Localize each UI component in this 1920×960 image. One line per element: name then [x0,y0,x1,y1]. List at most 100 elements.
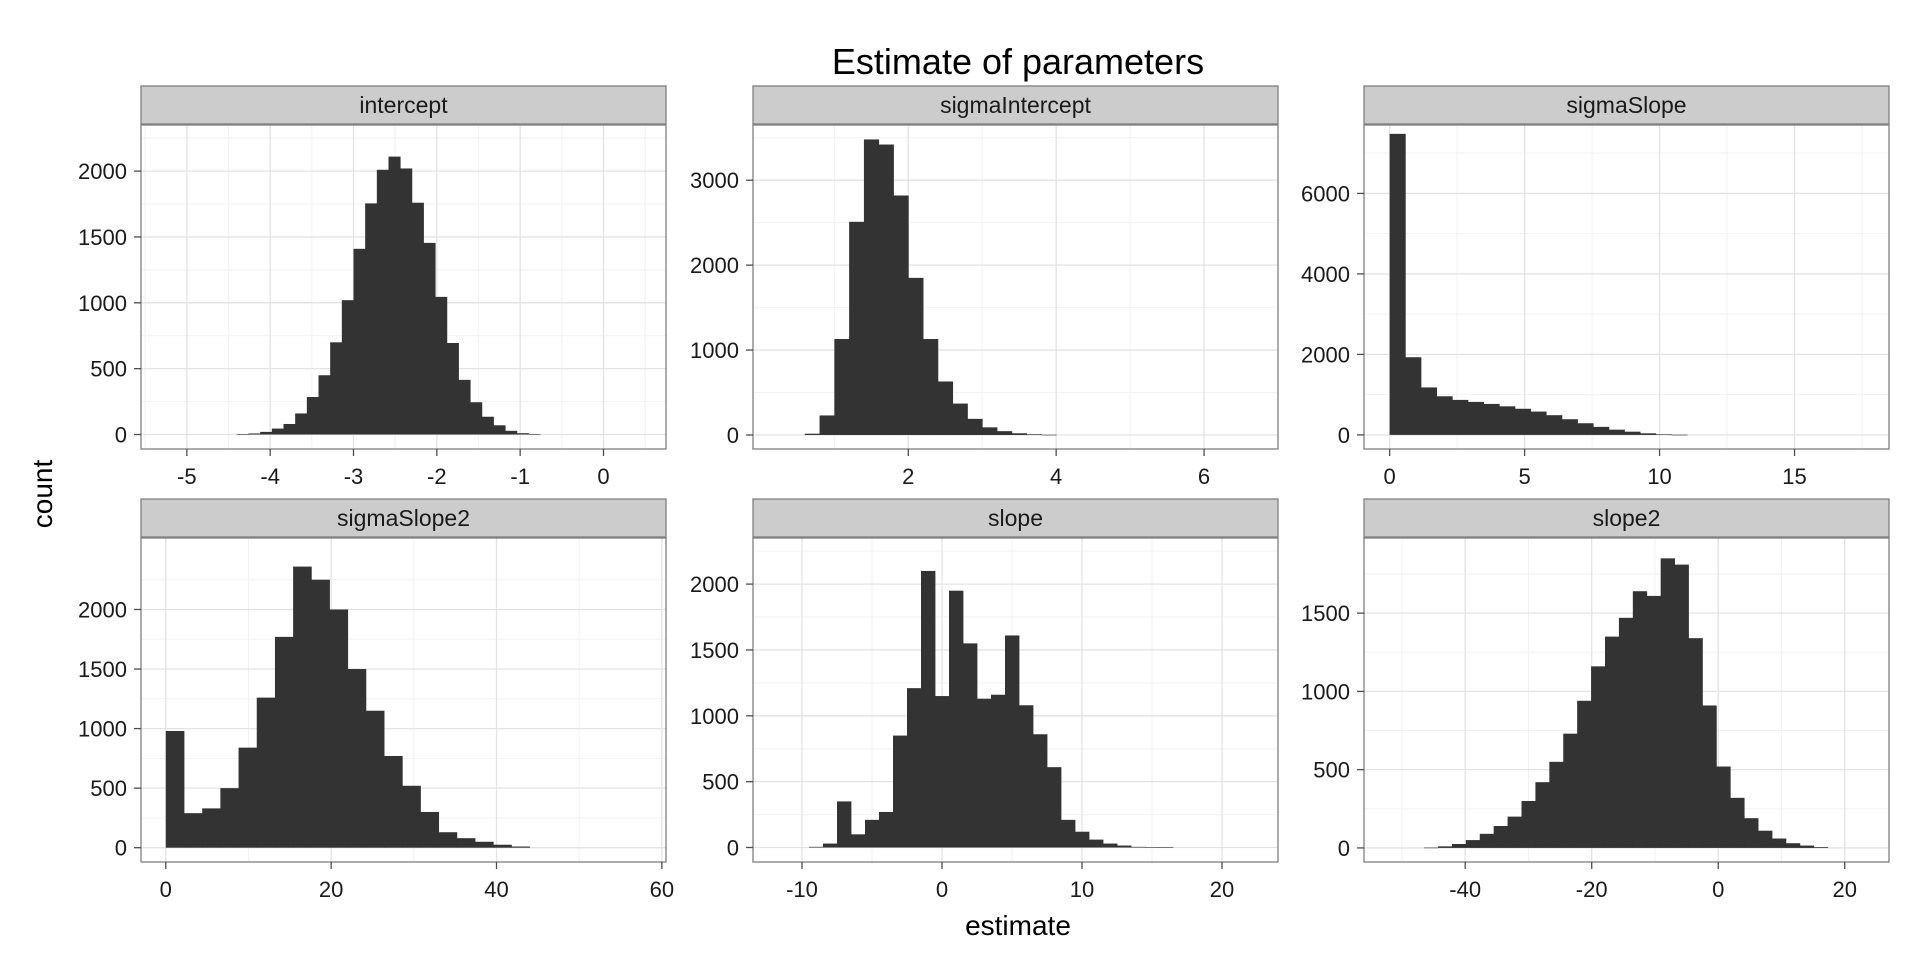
facet-panel-sigmaIntercept: sigmaIntercept 2 4 6 0 1000 2000 3000 [690,85,1279,489]
histogram-bar [949,590,964,848]
histogram-bar [1117,845,1132,848]
histogram-bar [475,841,494,848]
histogram-bar [1507,816,1522,848]
x-tick-label: 2 [902,464,914,489]
histogram-bar [411,202,424,435]
x-tick-label: -40 [1449,877,1481,902]
x-tick-label: 10 [1070,877,1094,902]
histogram-bar [865,819,880,848]
histogram-bar [1145,847,1160,848]
histogram-bar [1405,357,1422,435]
histogram-bar [937,381,954,435]
y-tick-label: 1000 [78,717,127,742]
histogram-bar [470,402,483,435]
x-tick-label: 5 [1518,464,1530,489]
histogram-bar [283,423,296,435]
y-tick-label: 1500 [690,638,739,663]
histogram-bar [908,277,924,435]
histogram-bar [834,339,850,435]
x-tick-label: -4 [260,464,280,489]
histogram-bar [863,139,880,435]
facet-panel-sigmaSlope2: sigmaSlope2 0 20 40 60 0 500 1000 1500 2000 [78,498,674,902]
histogram-bar [1483,403,1500,435]
histogram-bar [1075,831,1090,848]
panel-border [140,124,667,450]
histogram-bar [274,636,294,848]
facet-strip-label: slope2 [1593,505,1661,531]
histogram-bar [1674,564,1689,848]
x-tick-label: -3 [344,464,364,489]
histogram-bar [921,570,936,848]
histogram-bar [804,433,820,435]
x-tick-label: 20 [319,877,343,902]
panel-border [1363,537,1890,863]
histogram-bar [1593,426,1610,435]
histogram-bar [165,730,185,848]
y-axis-title: count [27,460,58,529]
histogram-bar [376,169,389,435]
x-tick-label: 20 [1210,877,1234,902]
facet-panels: intercept-5 -4 -3 -2 -1 00500100015002000sigm… [78,85,1890,902]
facet-panel-sigmaSlope: sigmaSlope 0 5 10 15 0 2000 4000 6000 [1301,85,1890,489]
x-tick-label: 0 [160,877,172,902]
y-tick-label: 0 [727,836,739,861]
histogram-bar [400,168,413,435]
x-tick-label: -1 [510,464,530,489]
y-tick-label: 1500 [78,225,127,250]
histogram-bar [236,434,249,435]
x-tick-label: 40 [484,877,508,902]
histogram-bar [423,242,436,435]
histogram-bar [1688,638,1703,848]
histogram-bar [1655,434,1672,435]
histogram-bar [295,413,308,435]
histogram-bar [306,396,319,435]
y-tick-label: 500 [90,776,127,801]
x-tick-label: 15 [1782,464,1806,489]
y-tick-label: 1000 [78,291,127,316]
histogram-bar [1561,419,1578,435]
facet-strip-label: sigmaSlope [1566,92,1686,118]
histogram-bar [851,834,866,848]
histogram-bar [420,811,440,848]
y-tick-label: 0 [727,423,739,448]
histogram-bar [1452,399,1469,435]
histogram-bar [481,416,494,435]
histogram-bar [1785,843,1801,848]
facet-strip-label: intercept [359,92,448,118]
histogram-bar [1577,423,1594,435]
histogram-bar [849,221,865,435]
histogram-bar [1047,767,1062,848]
histogram-bar [1758,830,1773,848]
histogram-bar [238,747,258,848]
histogram-bar [1530,411,1547,435]
histogram-bar [202,808,221,848]
histogram-bar [967,418,983,435]
facet-panel-slope2: slope2 -40 -20 0 20 0 500 1000 1500 [1301,498,1890,902]
y-tick-label: 2000 [78,159,127,184]
histogram-bar [1131,846,1146,848]
facet-panel-intercept: intercept -5 -4 -3 -2 -1 0 0 500 1000 1500 2000 [78,85,667,489]
y-tick-label: 6000 [1301,181,1350,206]
histogram-bar [438,832,458,848]
histogram-bar [293,566,312,848]
histogram-bar [493,425,506,435]
facet-strip-label: slope [988,505,1043,531]
histogram-bar [260,431,273,435]
histogram-bar [879,811,894,848]
histogram-bar [1632,591,1648,848]
y-tick-label: 1000 [1301,679,1350,704]
histogram-bar [1041,434,1057,436]
histogram-bar [1499,406,1516,435]
histogram-bar [1514,408,1531,435]
histogram-bar [330,342,343,435]
y-tick-label: 500 [702,770,739,795]
histogram-bar [365,710,385,848]
histogram-bar [1089,839,1104,848]
x-tick-label: 10 [1647,464,1671,489]
chart-title: Estimate of parameters [832,41,1204,82]
histogram-bar [341,300,354,435]
histogram-bar [1716,766,1731,848]
histogram-bar [1604,636,1620,848]
histogram-bar [923,339,939,435]
